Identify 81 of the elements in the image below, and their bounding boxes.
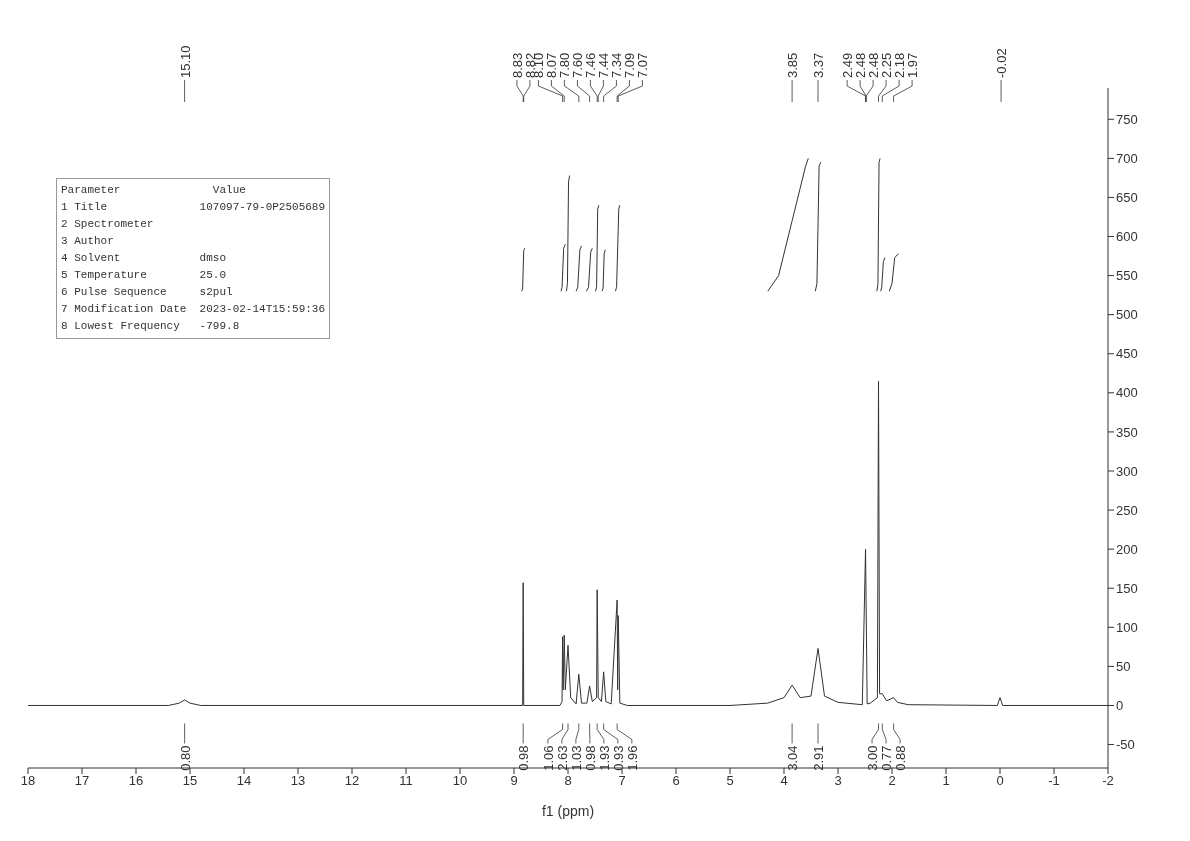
annotation: 0.77 [879,745,895,771]
annotation: 2.18 [892,52,908,78]
annotation: 1.03 [568,745,584,771]
y-tick-label: 350 [1116,424,1138,440]
annotation: 7.44 [596,52,612,78]
x-tick-label: 11 [399,773,413,789]
annotation: Parameter Value [61,183,247,198]
annotation: 2.25 [879,52,895,78]
x-tick-label: 10 [452,773,468,789]
annotation: 2.63 [554,745,570,771]
x-tick-label: 18 [20,773,36,789]
x-tick-label: 5 [726,773,734,789]
x-tick-label: 2 [888,773,896,789]
x-tick-label: 17 [74,773,90,789]
annotation: 7.34 [609,52,625,78]
x-tick-label: 7 [618,773,626,789]
annotation: 0.88 [893,745,909,771]
annotation: 2.48 [853,52,869,78]
annotation: 15.10 [177,45,193,78]
annotation: 4 Solvent dmso [61,251,228,266]
x-tick-label: 14 [236,773,252,789]
x-tick-label: 13 [290,773,306,789]
x-axis-title: f1 (ppm) [541,803,595,819]
annotation: 0.98 [516,745,532,771]
annotation: 1.93 [596,745,612,771]
x-tick-label: 15 [182,773,198,789]
annotation: 1.06 [540,745,556,771]
x-tick-label: 12 [344,773,360,789]
y-tick-label: 200 [1116,541,1138,557]
x-tick-label: 1 [942,773,950,789]
annotation: 6 Pulse Sequence s2pul [61,285,234,300]
x-tick-label: -2 [1102,773,1114,789]
y-tick-label: -50 [1116,737,1135,753]
annotation: 7.80 [557,52,573,78]
annotation: 1.97 [905,52,921,78]
y-tick-label: 250 [1116,502,1138,518]
y-tick-label: 700 [1116,150,1138,166]
x-tick-label: 4 [780,773,788,789]
x-tick-label: 3 [834,773,842,789]
y-tick-label: 0 [1116,698,1124,714]
x-tick-label: -1 [1048,773,1060,789]
x-tick-label: 9 [510,773,518,789]
y-tick-label: 400 [1116,385,1138,401]
annotation: 3.04 [785,745,801,771]
annotation: 2 Spectrometer [61,217,155,232]
y-tick-label: 100 [1116,619,1138,635]
annotation: 2.48 [866,52,882,78]
annotation: 3.85 [785,52,801,78]
y-tick-label: 600 [1116,229,1138,245]
annotation: 1 Title 107097-79-0P2505689 [61,200,326,215]
y-tick-label: 150 [1116,580,1138,596]
annotation: 7.09 [622,52,638,78]
y-tick-label: 300 [1116,463,1138,479]
annotation: 0.93 [610,745,626,771]
x-tick-label: 16 [128,773,144,789]
annotation: 1.96 [624,745,640,771]
annotation: 3.00 [865,745,881,771]
annotation: 7.46 [583,52,599,78]
annotation: 8.07 [544,52,560,78]
annotation: 3.37 [811,52,827,78]
annotation: 5 Temperature 25.0 [61,268,228,283]
x-tick-label: 8 [564,773,572,789]
annotation: 8.83 [509,52,525,78]
y-tick-label: 450 [1116,346,1138,362]
y-tick-label: 50 [1116,659,1131,675]
annotation: 3 Author [61,234,115,249]
x-tick-label: 0 [996,773,1004,789]
annotation: -0.02 [994,48,1010,78]
x-tick-label: 6 [672,773,680,789]
y-tick-label: 550 [1116,268,1138,284]
annotation: 8 Lowest Frequency -799.8 [61,319,241,334]
annotation: 2.91 [811,745,827,771]
annotation: 2.49 [840,52,856,78]
annotation: 7.60 [570,52,586,78]
y-tick-label: 500 [1116,307,1138,323]
annotation: 7.07 [635,52,651,78]
annotation: 0.80 [177,745,193,771]
y-tick-label: 750 [1116,111,1138,127]
annotation: 0.98 [582,745,598,771]
y-tick-label: 650 [1116,190,1138,206]
annotation: 7 Modification Date 2023-02-14T15:59:36 [61,302,326,317]
